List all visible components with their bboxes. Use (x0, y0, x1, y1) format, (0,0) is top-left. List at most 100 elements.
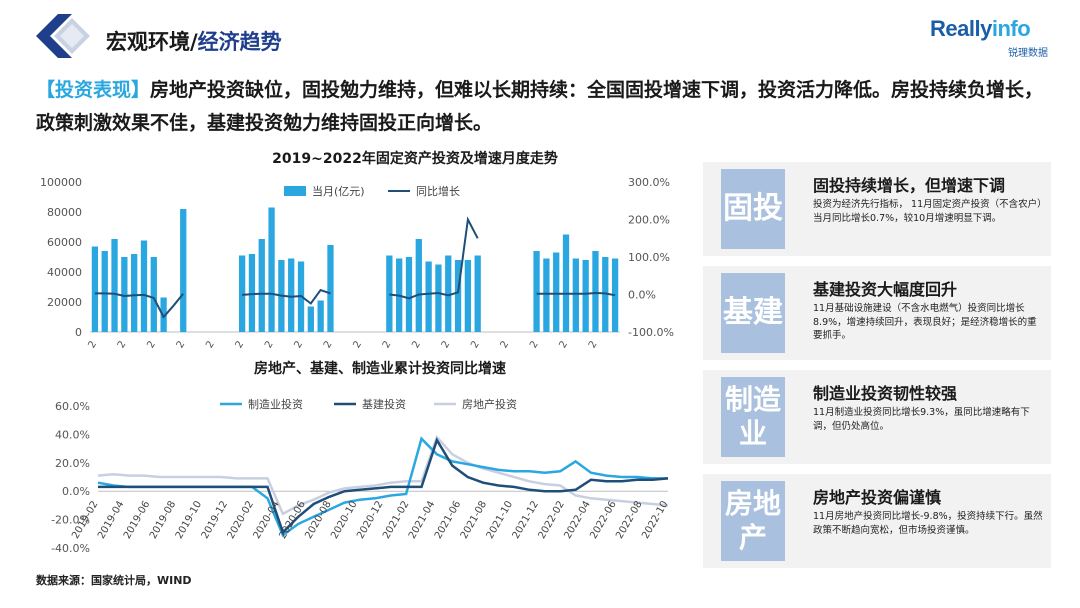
bar-monthly-investment (425, 261, 432, 332)
bar-monthly-investment (111, 239, 118, 332)
x-tick-label: 2 (351, 339, 364, 350)
bar-monthly-investment (258, 239, 265, 332)
bar-monthly-investment (582, 260, 589, 332)
y-tick-label: 0.0% (62, 485, 90, 498)
bar-monthly-investment (238, 255, 246, 332)
bar-monthly-investment (533, 251, 540, 332)
x-tick-label: 2 (204, 339, 217, 350)
x-tick-label: 2 (234, 339, 247, 350)
x-tick-label: 2 (499, 339, 512, 350)
yoy-line-segment (389, 216, 479, 300)
bar-monthly-investment (592, 251, 599, 332)
legend-label-bar: 当月(亿元) (312, 184, 365, 198)
bar-monthly-investment (180, 209, 187, 332)
bar-monthly-investment (160, 297, 167, 332)
bar-monthly-investment (288, 258, 295, 332)
bar-monthly-investment (150, 257, 157, 332)
y-tick-label: -20.0% (51, 514, 90, 527)
chart1-title: 2019~2022年固定资产投资及增速月度走势 (272, 151, 558, 167)
bar-monthly-investment (121, 257, 128, 332)
yoy-line-segment (242, 288, 331, 305)
section-title: 宏观环境/经济趋势 (106, 26, 282, 56)
brand-name: Reallyinfo (930, 16, 1031, 42)
card-text: 11月制造业投资同比增长9.3%，虽同比增速略有下调，但仍处高位。 (813, 407, 1030, 432)
card-fixed-investment: 固投 固投持续增长，但增速下调 投资为经济先行指标， 11月固定资产投资（不含农… (703, 162, 1051, 256)
brand-logo: Reallyinfo 锐理数据 (930, 16, 1050, 62)
x-tick-label: 2 (263, 339, 276, 350)
x-tick-label: 2 (587, 339, 600, 350)
bar-monthly-investment (445, 255, 452, 332)
card-text: 11月基础设施建设（不含水电燃气）投资同比增长8.9%，增速持续回升，表现良好；… (813, 303, 1037, 341)
bar-monthly-investment (602, 257, 609, 332)
card-infrastructure: 基建 基建投资大幅度回升 11月基础设施建设（不含水电燃气）投资同比增长8.9%… (703, 266, 1051, 360)
card-title: 房地产投资偏谨慎 (813, 488, 942, 507)
data-source: 数据来源：国家统计局，WIND (36, 574, 192, 587)
bar-monthly-investment (415, 239, 422, 332)
bar-monthly-investment (268, 207, 275, 332)
bar-monthly-investment (435, 264, 442, 332)
x-tick-label: 2 (175, 339, 188, 350)
y-tick-label: 40.0% (55, 428, 90, 441)
x-tick-label: 2 (86, 339, 99, 350)
y-right-tick-label: 0.0% (628, 289, 656, 302)
x-tick-label: 2 (440, 339, 453, 350)
section-title-sub: 经济趋势 (197, 30, 282, 54)
bar-monthly-investment (562, 234, 570, 332)
headline: 【投资表现】房地产投资缺位，固投勉力维持，但难以长期持续：全国固投增速下调，投资… (36, 74, 1046, 140)
card-title: 制造业投资韧性较强 (813, 384, 958, 403)
y-right-tick-label: 300.0% (628, 176, 670, 189)
y-tick-label: 20.0% (55, 457, 90, 470)
y-right-tick-label: -100.0% (628, 326, 674, 339)
headline-text: 房地产投资缺位，固投勉力维持，但难以长期持续：全国固投增速下调，投资活力降低。房… (36, 79, 1044, 134)
card-box-label: 房地产 (721, 481, 785, 561)
y-left-tick-label: 60000 (47, 236, 82, 249)
bar-monthly-investment (140, 240, 148, 332)
bar-monthly-investment (101, 251, 108, 332)
y-tick-label: -40.0% (51, 542, 90, 555)
y-right-tick-label: 100.0% (628, 251, 670, 264)
card-title: 基建投资大幅度回升 (813, 280, 958, 299)
x-tick-label: 2 (469, 339, 482, 350)
y-left-tick-label: 40000 (47, 266, 82, 279)
brand-name-really: Really (930, 16, 992, 41)
bar-monthly-investment (405, 257, 413, 332)
x-tick-label: 2 (322, 339, 335, 350)
bar-monthly-investment (248, 254, 256, 332)
y-tick-label: 60.0% (55, 400, 90, 413)
bar-monthly-investment (307, 306, 314, 332)
headline-tag: 【投资表现】 (36, 79, 151, 101)
legend-swatch-bar (284, 186, 306, 196)
x-tick-label: 2 (381, 339, 394, 350)
y-left-tick-label: 100000 (40, 176, 82, 189)
card-real-estate: 房地产 房地产投资偏谨慎 11月房地产投资同比增长-9.8%，投资持续下行。虽然… (703, 474, 1051, 568)
card-text: 11月房地产投资同比增长-9.8%，投资持续下行。虽然政策不断趋向宽松，但市场投… (813, 511, 1043, 536)
y-left-tick-label: 80000 (47, 206, 82, 219)
card-box-label: 制造业 (721, 377, 785, 457)
brand-name-info: info (991, 16, 1031, 41)
line-infrastructure (98, 437, 669, 535)
bar-monthly-investment (553, 252, 560, 332)
legend-label: 房地产投资 (462, 397, 517, 411)
y-right-tick-label: 200.0% (628, 214, 670, 227)
card-box-label: 固投 (721, 169, 785, 249)
bar-monthly-investment (572, 258, 579, 332)
yoy-line-segment (94, 292, 184, 319)
bar-monthly-investment (131, 254, 138, 332)
legend-label-line: 同比增长 (416, 184, 460, 198)
x-tick-label: 2 (410, 339, 423, 350)
y-left-tick-label: 0 (75, 326, 82, 339)
logo-diamond-icon (36, 14, 90, 58)
chart2-title: 房地产、基建、制造业累计投资同比增速 (254, 361, 506, 377)
bar-monthly-investment (386, 255, 393, 332)
brand-subtitle: 锐理数据 (1008, 48, 1048, 59)
chart-investment-monthly: 100000 80000 60000 40000 20000 0 300.0% 200.0% 1… (40, 176, 674, 350)
chart-sector-investment-growth: 60.0%40.0%20.0%0.0%-20.0%-40.0%2019-0220… (51, 397, 671, 555)
y-left-tick-label: 20000 (47, 296, 82, 309)
card-manufacturing: 制造业 制造业投资韧性较强 11月制造业投资同比增长9.3%，虽同比增速略有下调… (703, 370, 1051, 464)
bar-monthly-investment (464, 260, 472, 332)
x-tick-label: 2 (528, 339, 541, 350)
bar-monthly-investment (91, 246, 99, 332)
card-box-label: 基建 (721, 273, 785, 353)
x-tick-label: 2 (292, 339, 305, 350)
x-tick-label: 2 (116, 339, 129, 350)
